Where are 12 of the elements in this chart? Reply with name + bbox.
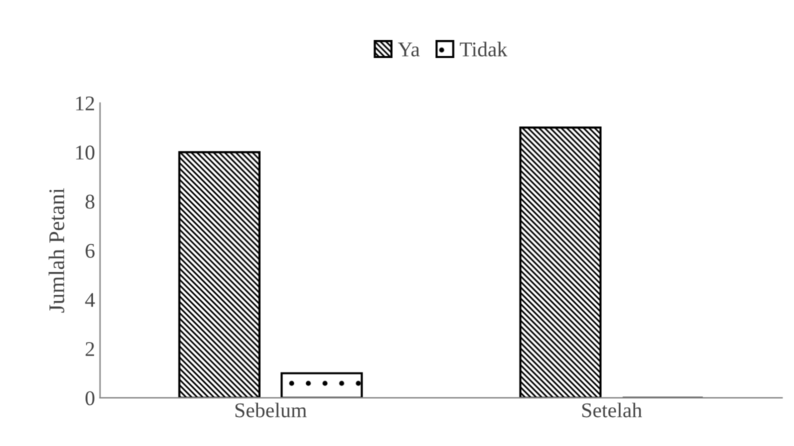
legend-label: Tidak [460,42,508,56]
y-tick-label: 10 [76,146,94,160]
y-tick-label: 8 [86,194,94,209]
x-tick-label: Setelah [582,402,642,418]
y-axis-title: Jumlah Petani [48,188,64,313]
x-tick-label: Sebelum [235,402,307,418]
y-tick-label: 12 [76,96,94,110]
legend-label: Ya [398,42,420,56]
y-tick-label: 0 [86,391,94,406]
y-tick-label: 4 [85,293,95,307]
y-tick-label: 2 [86,342,94,356]
y-tick-label: 6 [86,244,95,258]
